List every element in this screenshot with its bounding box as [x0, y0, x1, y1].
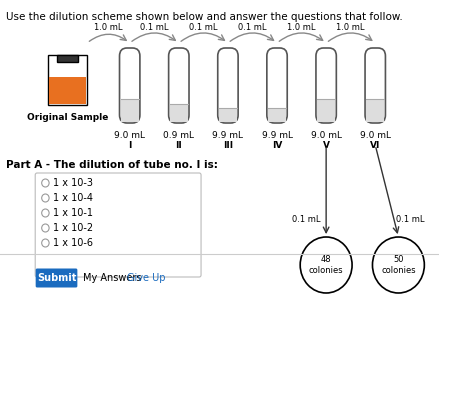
Text: 1 x 10-1: 1 x 10-1 — [53, 208, 93, 218]
FancyBboxPatch shape — [316, 48, 337, 123]
Text: 1.0 mL: 1.0 mL — [337, 24, 365, 33]
Text: 48
colonies: 48 colonies — [309, 255, 344, 275]
FancyBboxPatch shape — [169, 48, 189, 123]
FancyBboxPatch shape — [35, 173, 201, 277]
Text: 0.1 mL: 0.1 mL — [396, 215, 425, 224]
Text: 1 x 10-6: 1 x 10-6 — [53, 238, 93, 248]
Text: IV: IV — [272, 141, 282, 150]
Text: Submit: Submit — [37, 273, 76, 283]
Text: 1 x 10-2: 1 x 10-2 — [53, 223, 93, 233]
FancyBboxPatch shape — [218, 48, 238, 123]
Text: 0.1 mL: 0.1 mL — [292, 215, 320, 224]
Text: 0.9 mL: 0.9 mL — [164, 131, 194, 140]
Text: Part A - The dilution of tube no. I is:: Part A - The dilution of tube no. I is: — [7, 160, 219, 170]
Bar — [366, 100, 384, 121]
Text: 1 x 10-3: 1 x 10-3 — [53, 178, 93, 188]
FancyBboxPatch shape — [48, 55, 87, 105]
FancyBboxPatch shape — [267, 48, 287, 123]
FancyBboxPatch shape — [119, 48, 140, 123]
Text: III: III — [223, 141, 233, 150]
Text: Give Up: Give Up — [127, 273, 165, 283]
Text: 50
colonies: 50 colonies — [381, 255, 416, 275]
Text: I: I — [128, 141, 131, 150]
Text: II: II — [175, 141, 182, 150]
Text: 0.1 mL: 0.1 mL — [238, 24, 267, 33]
Text: 1.0 mL: 1.0 mL — [287, 24, 316, 33]
Text: 9.9 mL: 9.9 mL — [212, 131, 244, 140]
Text: 9.0 mL: 9.0 mL — [360, 131, 391, 140]
Text: 1 x 10-4: 1 x 10-4 — [53, 193, 93, 203]
Text: Use the dilution scheme shown below and answer the questions that follow.: Use the dilution scheme shown below and … — [7, 12, 403, 22]
Text: 1.0 mL: 1.0 mL — [94, 24, 123, 33]
Text: Original Sample: Original Sample — [27, 113, 109, 122]
Text: 9.9 mL: 9.9 mL — [262, 131, 292, 140]
Text: My Answers: My Answers — [83, 273, 142, 283]
Text: V: V — [323, 141, 329, 150]
Bar — [170, 105, 188, 121]
Bar — [268, 109, 286, 121]
FancyBboxPatch shape — [57, 55, 78, 62]
Text: 9.0 mL: 9.0 mL — [310, 131, 342, 140]
Text: 0.1 mL: 0.1 mL — [140, 24, 169, 33]
FancyBboxPatch shape — [36, 268, 77, 287]
FancyBboxPatch shape — [365, 48, 385, 123]
Text: VI: VI — [370, 141, 381, 150]
Bar — [317, 100, 335, 121]
Text: 0.1 mL: 0.1 mL — [189, 24, 218, 33]
Bar — [121, 100, 138, 121]
FancyBboxPatch shape — [49, 77, 86, 104]
Text: 9.0 mL: 9.0 mL — [114, 131, 145, 140]
Bar — [219, 109, 237, 121]
